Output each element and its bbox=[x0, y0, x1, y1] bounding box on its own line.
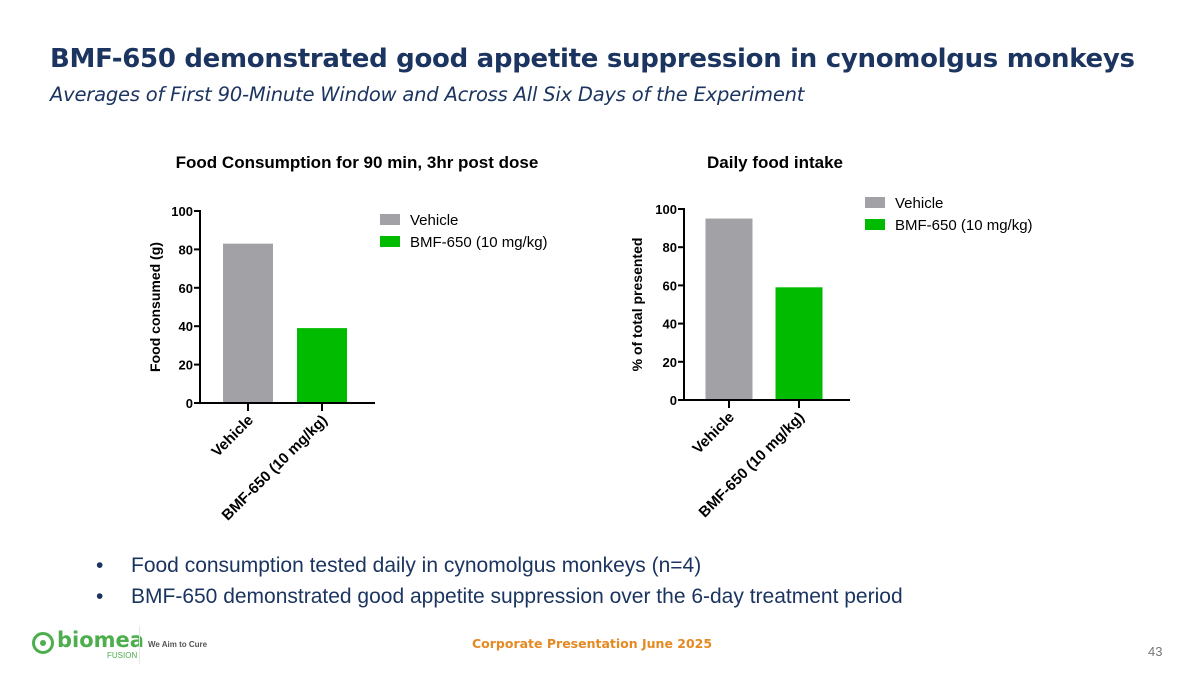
slide-subtitle: Averages of First 90-Minute Window and A… bbox=[50, 83, 805, 106]
y-axis-label: % of total presented bbox=[629, 238, 645, 372]
y-tick-label: 100 bbox=[655, 202, 677, 217]
y-tick-label: 80 bbox=[179, 242, 193, 257]
bar-vehicle bbox=[223, 243, 273, 403]
bullet-icon: • bbox=[96, 585, 104, 608]
legend-label: Vehicle bbox=[410, 212, 458, 229]
legend-label: BMF-650 (10 mg/kg) bbox=[895, 217, 1033, 234]
x-category-label: Vehicle bbox=[208, 412, 257, 461]
legend-swatch bbox=[865, 197, 885, 208]
legend-swatch bbox=[380, 236, 400, 247]
logo-divider bbox=[139, 626, 140, 664]
y-tick-label: 40 bbox=[663, 317, 677, 332]
bullet-item: • Food consumption tested daily in cynomo… bbox=[96, 550, 903, 581]
legend-label: BMF-650 (10 mg/kg) bbox=[410, 234, 548, 251]
slide-title: BMF-650 demonstrated good appetite suppr… bbox=[50, 44, 1135, 74]
daily-food-intake-chart: Daily food intake 0 20 40 60 80 100 % of total … bbox=[629, 153, 1033, 521]
logo-subtext: FUSION bbox=[107, 651, 138, 660]
tagline: We Aim to Cure bbox=[148, 640, 208, 649]
bar-bmf-650 bbox=[297, 328, 347, 403]
y-tick-label: 0 bbox=[186, 396, 193, 411]
bullet-list: • Food consumption tested daily in cynomo… bbox=[96, 550, 903, 612]
logo-wordmark: biomea bbox=[57, 628, 144, 652]
legend-swatch bbox=[380, 214, 400, 225]
y-axis-label: Food consumed (g) bbox=[147, 242, 163, 372]
y-tick-label: 100 bbox=[171, 204, 193, 219]
y-tick-label: 60 bbox=[179, 281, 193, 296]
legend-swatch bbox=[865, 219, 885, 230]
y-tick-label: 80 bbox=[663, 240, 677, 255]
biomea-logo: biomea FUSION We Aim to Cure bbox=[32, 626, 207, 664]
x-category-label: Vehicle bbox=[689, 409, 738, 458]
y-tick-label: 20 bbox=[663, 355, 677, 370]
y-tick-label: 40 bbox=[179, 319, 193, 334]
food-consumption-chart: Food Consumption for 90 min, 3hr post do… bbox=[147, 153, 548, 524]
bullet-item: • BMF-650 demonstrated good appetite supp… bbox=[96, 581, 903, 612]
y-tick-label: 20 bbox=[179, 358, 193, 373]
logo-circle-icon bbox=[32, 632, 54, 654]
footer-presentation-label: Corporate Presentation June 2025 bbox=[472, 636, 713, 651]
page-number: 43 bbox=[1148, 644, 1163, 659]
chart-title: Daily food intake bbox=[707, 153, 843, 172]
legend-label: Vehicle bbox=[895, 195, 943, 212]
y-tick-label: 60 bbox=[663, 278, 677, 293]
y-tick-label: 0 bbox=[670, 393, 677, 408]
bar-vehicle bbox=[705, 218, 753, 400]
bullet-icon: • bbox=[96, 554, 104, 577]
bar-bmf-650 bbox=[775, 287, 823, 400]
chart-title: Food Consumption for 90 min, 3hr post do… bbox=[176, 153, 539, 172]
